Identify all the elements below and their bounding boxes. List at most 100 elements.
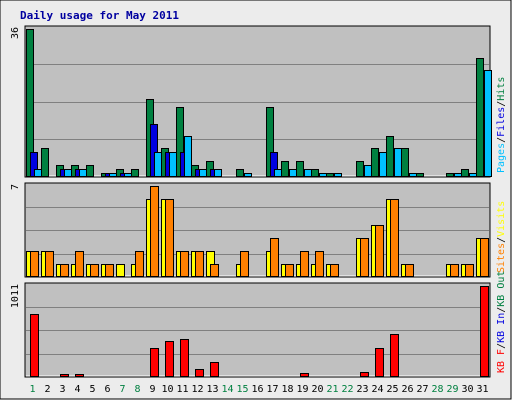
bar-visits-sites-day-31 [480, 238, 489, 277]
bar-hits-hits-day-30 [461, 169, 469, 177]
legend-entry-kbytes-1: / [496, 343, 507, 349]
bar-visits-sites-day-12 [195, 251, 204, 277]
day-label-14: 14 [221, 384, 233, 395]
bar-hits-hits-day-8 [131, 169, 139, 177]
bar-hits-hits-day-26 [401, 148, 409, 177]
day-label-13: 13 [206, 384, 218, 395]
day-label-12: 12 [191, 384, 203, 395]
bar-kbytes-kb-f-day-13 [210, 362, 219, 377]
bar-hits-hits-day-21 [326, 173, 334, 177]
bar-hits-pages-day-20 [319, 173, 327, 177]
legend-entry-visits-2: Visits [496, 201, 507, 237]
bar-visits-sites-day-6 [105, 264, 114, 277]
panel-hits-plot-area [24, 25, 491, 178]
bar-hits-hits-day-31 [476, 58, 484, 177]
bar-visits-sites-day-25 [390, 199, 399, 277]
bar-hits-pages-day-23 [364, 165, 372, 177]
day-label-29: 29 [446, 384, 458, 395]
bar-hits-pages-day-9 [154, 152, 162, 177]
bar-hits-pages-day-18 [289, 169, 297, 177]
bar-visits-sites-day-10 [165, 199, 174, 277]
day-label-23: 23 [356, 384, 368, 395]
bar-hits-hits-day-18 [281, 161, 289, 177]
bar-kbytes-kb-f-day-4 [75, 374, 84, 377]
bar-hits-pages-day-10 [169, 152, 177, 177]
bar-visits-sites-day-23 [360, 238, 369, 277]
bar-visits-sites-day-18 [285, 264, 294, 277]
day-label-7: 7 [119, 384, 125, 395]
bar-hits-pages-day-6 [109, 173, 117, 177]
bar-visits-visits-day-7 [116, 264, 125, 277]
bar-kbytes-kb-f-day-19 [300, 373, 309, 377]
bar-kbytes-kb-f-day-24 [375, 348, 384, 377]
panel-visits: 7 Sites/Visits [10, 182, 507, 278]
bar-hits-pages-day-24 [379, 152, 387, 177]
bar-hits-pages-day-31 [484, 70, 492, 177]
bar-hits-pages-day-4 [79, 169, 87, 177]
legend-entry-visits-0: Sites [496, 243, 507, 273]
bar-hits-pages-day-15 [244, 173, 252, 177]
bar-visits-sites-day-8 [135, 251, 144, 277]
bar-hits-pages-day-29 [454, 173, 462, 177]
legend-entry-hits-4: Hits [496, 77, 507, 101]
bar-kbytes-kb-f-day-25 [390, 334, 399, 377]
day-label-9: 9 [149, 384, 155, 395]
panel-hits-legend: Pages/Files/Hits [496, 77, 507, 173]
bar-visits-sites-day-29 [450, 264, 459, 277]
day-label-3: 3 [59, 384, 65, 395]
day-label-25: 25 [386, 384, 398, 395]
panel-visits-ymax-label: 7 [10, 184, 21, 190]
day-label-16: 16 [251, 384, 263, 395]
bar-visits-sites-day-26 [405, 264, 414, 277]
day-label-5: 5 [89, 384, 95, 395]
bar-hits-hits-day-27 [416, 173, 424, 177]
bar-hits-hits-day-29 [446, 173, 454, 177]
legend-entry-kbytes-0: KB F [496, 349, 507, 373]
legend-entry-hits-0: Pages [496, 143, 507, 173]
bar-hits-hits-day-25 [386, 136, 394, 177]
bar-hits-pages-day-19 [304, 169, 312, 177]
bar-visits-sites-day-21 [330, 264, 339, 277]
panel-kbytes-ymax-label: 1011 [10, 284, 21, 308]
bar-hits-hits-day-5 [86, 165, 94, 177]
bar-hits-pages-day-12 [199, 169, 207, 177]
bar-visits-sites-day-11 [180, 251, 189, 277]
bar-hits-hits-day-2 [41, 148, 49, 177]
legend-entry-kbytes-3: / [496, 307, 507, 313]
bar-visits-sites-day-13 [210, 264, 219, 277]
bar-hits-pages-day-13 [214, 169, 222, 177]
bar-hits-hits-day-15 [236, 169, 244, 177]
bar-visits-sites-day-5 [90, 264, 99, 277]
day-label-1: 1 [29, 384, 35, 395]
day-label-24: 24 [371, 384, 383, 395]
bar-kbytes-kb-f-day-1 [30, 314, 39, 377]
day-label-31: 31 [476, 384, 488, 395]
bar-hits-pages-day-26 [409, 173, 417, 177]
bar-kbytes-kb-f-day-9 [150, 348, 159, 377]
bar-visits-sites-day-4 [75, 251, 84, 277]
bar-visits-sites-day-20 [315, 251, 324, 277]
panel-visits-legend: Sites/Visits [496, 201, 507, 273]
bar-hits-pages-day-17 [274, 169, 282, 177]
legend-entry-kbytes-4: KB Out [496, 271, 507, 307]
panel-kbytes-legend: KB F/KB In/KB Out [496, 271, 507, 373]
bar-hits-pages-day-3 [64, 169, 72, 177]
bar-kbytes-kb-f-day-23 [360, 372, 369, 377]
day-axis-labels: 1 2 3 4 5 6 7 8 9 10 11 12 13 14 15 16 17 18 19 20 21 22 23 24 2… [29, 384, 488, 395]
bar-visits-sites-day-1 [30, 251, 39, 277]
day-label-2: 2 [44, 384, 50, 395]
bar-hits-pages-day-11 [184, 136, 192, 177]
day-label-18: 18 [281, 384, 293, 395]
bar-hits-pages-day-1 [34, 169, 42, 177]
bar-hits-hits-day-20 [311, 169, 319, 177]
bar-visits-sites-day-2 [45, 251, 54, 277]
day-label-4: 4 [74, 384, 80, 395]
legend-entry-kbytes-2: KB In [496, 313, 507, 343]
bar-hits-pages-day-30 [469, 173, 477, 177]
day-label-19: 19 [296, 384, 308, 395]
day-label-21: 21 [326, 384, 338, 395]
day-label-30: 30 [461, 384, 473, 395]
bar-visits-sites-day-17 [270, 238, 279, 277]
